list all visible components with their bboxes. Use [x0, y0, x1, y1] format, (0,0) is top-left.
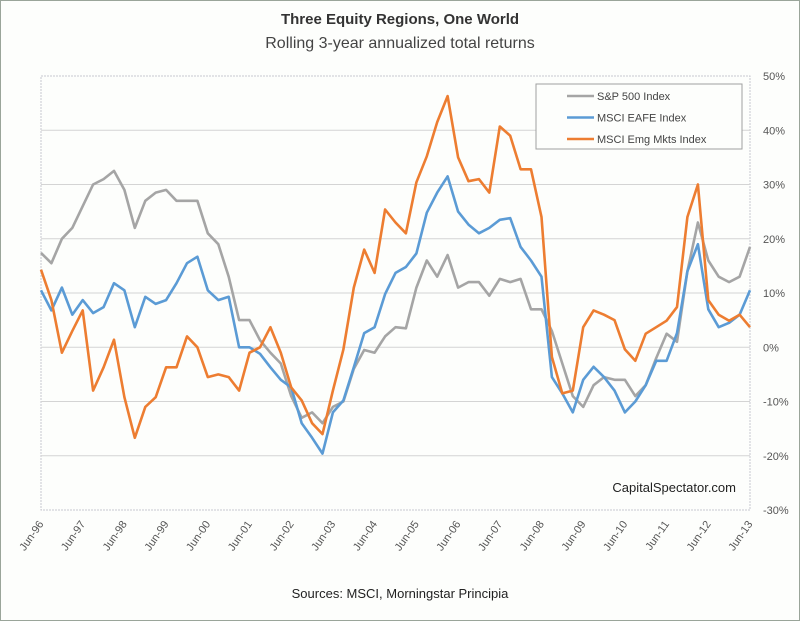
series-line-2	[39, 94, 751, 440]
y-tick-label: 10%	[763, 288, 785, 300]
watermark: CapitalSpectator.com	[612, 480, 736, 495]
y-tick-label: 0%	[763, 342, 779, 354]
y-tick-label: -30%	[763, 505, 789, 517]
x-tick-label: Jun-99	[142, 519, 171, 553]
x-tick-label: Jun-11	[643, 519, 672, 553]
x-tick-label: Jun-12	[685, 519, 714, 553]
chart-subtitle: Rolling 3-year annualized total returns	[265, 35, 535, 52]
legend-label: S&P 500 Index	[597, 91, 671, 103]
x-tick-label: Jun-09	[560, 519, 589, 553]
x-tick-label: Jun-03	[309, 519, 338, 553]
legend-label: MSCI Emg Mkts Index	[597, 134, 707, 146]
x-tick-label: Jun-01	[226, 519, 255, 553]
x-tick-label: Jun-00	[184, 519, 213, 553]
x-tick-label: Jun-97	[59, 519, 88, 553]
source-note: Sources: MSCI, Morningstar Principia	[291, 586, 509, 601]
y-tick-label: -10%	[763, 397, 789, 409]
legend-label: MSCI EAFE Index	[597, 113, 687, 125]
x-tick-label: Jun-10	[601, 519, 630, 553]
x-tick-label: Jun-05	[393, 519, 422, 553]
x-tick-label: Jun-96	[17, 519, 46, 553]
x-tick-label: Jun-06	[434, 519, 463, 553]
x-tick-label: Jun-04	[351, 519, 380, 553]
y-tick-label: 50%	[763, 71, 785, 83]
x-tick-label: Jun-98	[101, 519, 130, 553]
x-tick-label: Jun-02	[268, 519, 297, 553]
x-tick-label: Jun-07	[476, 519, 505, 553]
series-line-0	[40, 169, 752, 425]
y-tick-label: -20%	[763, 451, 789, 463]
y-tick-label: 20%	[763, 234, 785, 246]
x-tick-label: Jun-08	[518, 519, 547, 553]
series-line-1	[39, 175, 752, 455]
y-tick-label: 30%	[763, 180, 785, 192]
y-tick-label: 40%	[763, 125, 785, 137]
x-tick-label: Jun-13	[726, 519, 755, 553]
chart-title: Three Equity Regions, One World	[280, 11, 520, 28]
